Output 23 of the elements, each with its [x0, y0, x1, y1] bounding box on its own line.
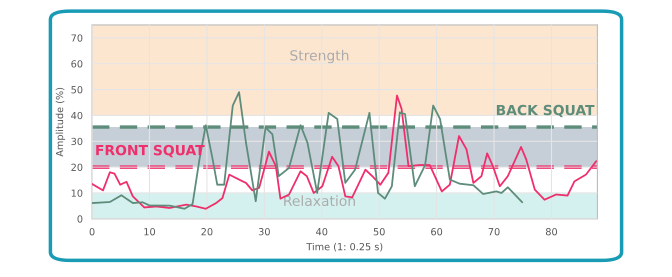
- y-tick-label: 10: [72, 189, 82, 197]
- y-tick-label: 20: [71, 164, 82, 171]
- x-tick-label: 60: [431, 228, 442, 236]
- y-tick-label: 30: [71, 138, 82, 146]
- x-axis-title: Time (1: 0.25 s): [306, 242, 382, 252]
- y-tick-label: 0: [77, 215, 82, 223]
- x-tick-label: 80: [546, 228, 558, 236]
- line-series: [92, 94, 598, 210]
- y-tick-label: 50: [71, 86, 82, 94]
- x-tick-label: 30: [258, 228, 270, 236]
- y-axis-title: Amplitude (%): [56, 88, 66, 157]
- ref-line-label: BACK SQUAT: [496, 104, 594, 118]
- y-tick-label: 60: [71, 60, 82, 68]
- y-tick-label: 40: [71, 112, 82, 120]
- y-tick-label: 70: [71, 34, 82, 42]
- x-tick-label: 10: [144, 228, 156, 236]
- x-tick-label: 70: [488, 228, 500, 236]
- x-tick-label: 50: [374, 228, 385, 236]
- x-tick-label: 20: [201, 228, 212, 236]
- band-label: Strength: [290, 50, 348, 64]
- band-label: Relaxation: [284, 195, 355, 206]
- x-tick-label: 40: [316, 228, 328, 236]
- x-tick-label: 0: [90, 228, 95, 236]
